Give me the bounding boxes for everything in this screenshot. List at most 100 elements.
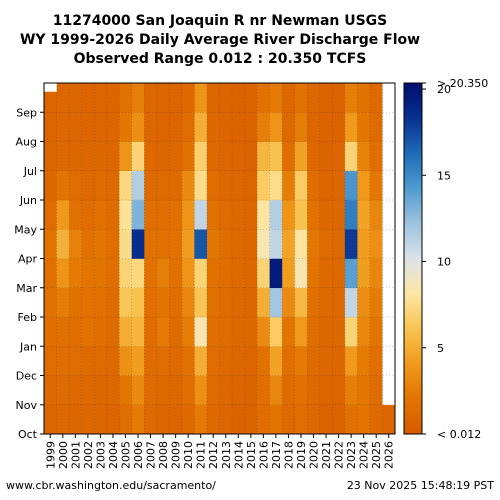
footer-timestamp: 23 Nov 2025 15:48:19 PST xyxy=(346,479,494,492)
heatmap-cell xyxy=(344,200,358,230)
heatmap-cell xyxy=(282,141,296,172)
heatmap-cell xyxy=(257,112,270,142)
heatmap-cell xyxy=(144,346,158,376)
heatmap-cell xyxy=(156,375,170,406)
heatmap-cell xyxy=(369,83,383,113)
heatmap-cell xyxy=(144,229,158,259)
heatmap-cell xyxy=(119,287,133,318)
heatmap-cell xyxy=(206,200,220,230)
heatmap-cell xyxy=(332,141,346,172)
heatmap-cell xyxy=(269,317,283,347)
heatmap-cell xyxy=(382,317,396,347)
heatmap-cell xyxy=(219,141,233,172)
heatmap-cell xyxy=(244,229,258,259)
heatmap-cell xyxy=(219,317,233,347)
heatmap-cell xyxy=(56,317,70,347)
heatmap-cell xyxy=(319,112,333,142)
x-tick-label: 2009 xyxy=(170,441,183,469)
heatmap-cell xyxy=(332,375,346,406)
heatmap-cell xyxy=(307,375,321,406)
heatmap-cell xyxy=(319,287,333,318)
heatmap-cell xyxy=(294,346,308,376)
heatmap-cell xyxy=(81,287,95,318)
heatmap-cell xyxy=(194,346,208,376)
heatmap-cell xyxy=(194,229,208,259)
footer-source-url[interactable]: www.cbr.washington.edu/sacramento/ xyxy=(6,479,216,492)
heatmap-cell xyxy=(319,170,333,201)
heatmap-cell xyxy=(194,170,208,201)
heatmap-cell xyxy=(169,375,183,406)
heatmap-cell xyxy=(257,375,270,406)
x-tick-label: 2012 xyxy=(207,441,220,469)
y-tick-label: Oct xyxy=(18,428,38,441)
heatmap-cell xyxy=(156,287,170,318)
heatmap-cell xyxy=(307,346,321,376)
heatmap-cell xyxy=(206,317,220,347)
heatmap-cell xyxy=(219,170,233,201)
heatmap-cell xyxy=(156,346,170,376)
heatmap-cell xyxy=(131,317,145,347)
heatmap-cell xyxy=(257,229,270,259)
x-tick-label: 2025 xyxy=(370,441,383,469)
heatmap-cell xyxy=(294,317,308,347)
heatmap-cell xyxy=(194,141,208,172)
heatmap-cell xyxy=(244,404,258,435)
x-tick-label: 2018 xyxy=(282,441,295,469)
heatmap-cell xyxy=(269,375,283,406)
colorbar-max-label: > 20.350 xyxy=(437,77,488,90)
heatmap-cell xyxy=(94,83,107,113)
x-tick-label: 2026 xyxy=(383,441,396,469)
colorbar-tick-label: 10 xyxy=(437,256,451,269)
x-tick-label: 2011 xyxy=(195,441,208,469)
heatmap-cell xyxy=(269,200,283,230)
heatmap-cell xyxy=(357,170,371,201)
heatmap-cell xyxy=(94,170,107,201)
heatmap-cell xyxy=(131,112,145,142)
heatmap-cell xyxy=(332,258,346,289)
heatmap-cell xyxy=(169,346,183,376)
heatmap-cell xyxy=(69,83,82,113)
heatmap-cell xyxy=(282,287,296,318)
heatmap-cell xyxy=(44,346,57,376)
heatmap-cell xyxy=(232,170,245,201)
heatmap-cell xyxy=(369,346,383,376)
y-tick-label: Jun xyxy=(19,194,37,207)
heatmap-cell xyxy=(69,141,82,172)
heatmap-cell xyxy=(369,200,383,230)
heatmap-cell xyxy=(282,170,296,201)
heatmap-cell xyxy=(181,317,195,347)
heatmap-cell xyxy=(357,404,371,435)
heatmap-cell xyxy=(81,375,95,406)
heatmap-cell xyxy=(156,83,170,113)
heatmap-cell xyxy=(344,112,358,142)
heatmap-cell xyxy=(244,317,258,347)
heatmap-cell xyxy=(44,229,57,259)
heatmap-cell xyxy=(344,170,358,201)
heatmap-cell xyxy=(131,404,145,435)
heatmap-cell xyxy=(81,317,95,347)
y-tick-label: Aug xyxy=(16,136,37,149)
heatmap-cell xyxy=(307,317,321,347)
heatmap-cell xyxy=(69,258,82,289)
heatmap-cell xyxy=(44,317,57,347)
heatmap-cell xyxy=(244,346,258,376)
x-tick-label: 2008 xyxy=(157,441,170,469)
missing-data-segment xyxy=(44,83,57,92)
y-tick-label: Jul xyxy=(23,165,37,178)
heatmap-cell xyxy=(194,258,208,289)
heatmap-cell xyxy=(119,404,133,435)
heatmap-cell xyxy=(257,170,270,201)
x-tick-label: 2016 xyxy=(257,441,270,469)
heatmap-cell xyxy=(194,83,208,113)
chart-title-line-3: Observed Range 0.012 : 20.350 TCFS xyxy=(74,51,367,67)
heatmap-cell xyxy=(369,141,383,172)
heatmap-cell xyxy=(232,200,245,230)
heatmap-cell xyxy=(81,83,95,113)
heatmap-cell xyxy=(232,375,245,406)
heatmap-cell xyxy=(269,83,283,113)
heatmap-cell xyxy=(282,317,296,347)
heatmap-cell xyxy=(94,287,107,318)
heatmap-cell xyxy=(319,141,333,172)
heatmap-cell xyxy=(244,141,258,172)
heatmap-cell xyxy=(357,229,371,259)
